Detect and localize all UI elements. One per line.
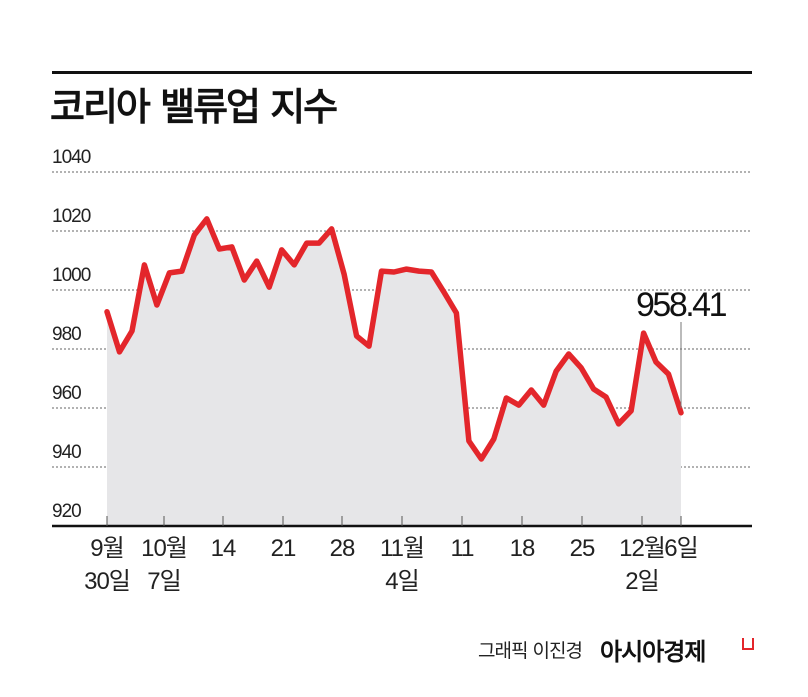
x-tick-label: 25 <box>570 535 595 562</box>
x-tick-label: 18 <box>510 535 535 562</box>
brand-logo: 아시아경제 <box>600 638 706 666</box>
y-tick-label: 980 <box>52 324 81 345</box>
brand-mark-icon <box>742 638 754 650</box>
chart-title: 코리아 밸류업 지수 <box>50 85 338 129</box>
x-tick-label-sub: 2일 <box>625 568 658 595</box>
top-rule <box>52 71 752 74</box>
area-fill <box>107 218 681 526</box>
x-tick-label: 21 <box>271 535 296 562</box>
y-tick-label: 1040 <box>52 147 91 168</box>
x-tick-label: 9월 <box>90 535 123 562</box>
graphic-credit: 그래픽 이진경 <box>478 640 583 662</box>
y-tick-label: 1000 <box>52 265 91 286</box>
x-tick-label: 14 <box>211 535 236 562</box>
x-tick-label-sub: 4일 <box>385 568 418 595</box>
x-tick-label-sub: 7일 <box>147 568 180 595</box>
x-tick-label: 11월 <box>380 535 424 562</box>
y-tick-label: 940 <box>52 442 81 463</box>
x-tick-label: 10월 <box>141 535 187 562</box>
y-tick-label: 1020 <box>52 206 91 227</box>
x-tick-label: 6일 <box>664 535 697 562</box>
x-tick-label: 12월 <box>619 535 665 562</box>
x-tick-label: 28 <box>330 535 355 562</box>
index-line <box>104 216 684 462</box>
x-tick-label: 11 <box>451 535 475 562</box>
x-tick-label-sub: 30일 <box>84 568 130 595</box>
y-axis-labels: 920 940 960 980 1000 1020 1040 <box>52 147 92 522</box>
last-value-annotation: 958.41 <box>636 286 727 324</box>
y-tick-label: 960 <box>52 383 81 404</box>
y-tick-label: 920 <box>52 501 81 522</box>
